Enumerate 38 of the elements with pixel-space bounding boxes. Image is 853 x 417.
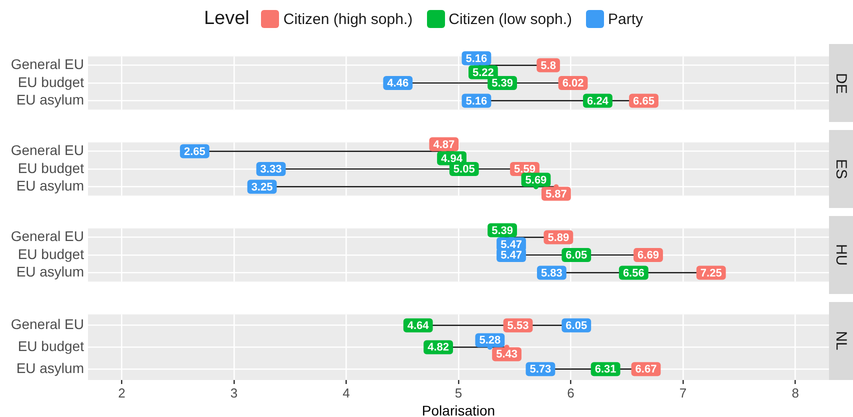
data-label: 5.87 — [545, 188, 567, 200]
x-tick-label: 3 — [230, 385, 238, 400]
legend-title: Level — [204, 8, 250, 30]
y-tick-label: General EU — [10, 228, 84, 244]
text: HU — [829, 216, 853, 294]
x-tick-label: 5 — [454, 385, 462, 400]
data-label: 5.16 — [466, 52, 488, 65]
text: DE — [829, 44, 853, 122]
y-tick-label: EU asylum — [16, 92, 84, 108]
legend-label: Citizen (high soph.) — [283, 10, 413, 28]
y-tick-label: General EU — [10, 56, 84, 72]
y-tick-label: General EU — [10, 142, 84, 158]
x-tick-label: 8 — [792, 385, 799, 400]
x-tick-label: 2 — [118, 385, 126, 400]
x-tick-label: 7 — [679, 385, 687, 400]
data-label: 5.69 — [525, 174, 547, 186]
y-tick-label: EU asylum — [16, 178, 84, 194]
y-tick-label: EU budget — [18, 160, 84, 176]
data-label: 5.22 — [472, 66, 494, 79]
data-label: 4.94 — [441, 152, 464, 165]
text: NL — [829, 302, 853, 380]
text: ES — [829, 130, 853, 208]
y-tick-label: General EU — [10, 316, 84, 332]
x-tick-label: 6 — [567, 385, 574, 400]
y-tick-label: EU budget — [18, 246, 84, 262]
legend-label: Citizen (low soph.) — [448, 10, 572, 28]
legend-label: Party — [608, 10, 644, 28]
data-label: 5.47 — [500, 238, 522, 251]
y-tick-label: EU budget — [18, 338, 84, 354]
x-axis-title: Polarisation — [422, 402, 496, 417]
x-tick-label: 4 — [342, 385, 350, 400]
data-label: 5.43 — [496, 348, 518, 361]
data-label: 5.39 — [492, 224, 513, 237]
y-tick-label: EU asylum — [16, 360, 84, 376]
data-label: 5.28 — [479, 334, 501, 347]
data-label: 4.87 — [433, 138, 455, 151]
y-tick-label: EU budget — [18, 74, 84, 90]
y-tick-label: EU asylum — [16, 264, 84, 280]
